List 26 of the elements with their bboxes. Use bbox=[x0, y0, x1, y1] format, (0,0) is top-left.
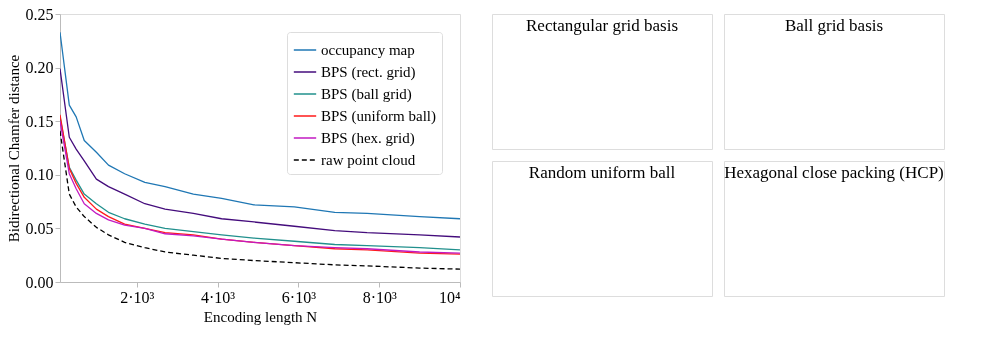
y-tick-label: 0.10 bbox=[25, 166, 54, 184]
legend-label: occupancy map bbox=[321, 42, 415, 58]
text: Random uniform ball bbox=[528, 163, 676, 182]
text: Ball grid basis bbox=[784, 16, 884, 35]
x-tick-label: 2·10³ bbox=[120, 288, 155, 306]
legend-label: raw point cloud bbox=[321, 152, 416, 168]
text: Rectangular grid basis bbox=[525, 16, 679, 35]
y-tick-label: 0.15 bbox=[25, 112, 54, 130]
y-tick-label: 0.25 bbox=[25, 5, 54, 23]
legend-label: BPS (ball grid) bbox=[321, 86, 412, 103]
x-tick-label: 4·10³ bbox=[201, 288, 236, 306]
x-tick-label: 10⁴ bbox=[438, 288, 461, 306]
x-tick-label: 8·10³ bbox=[362, 288, 397, 306]
y-axis-title: Bidirectional Chamfer distance bbox=[5, 54, 22, 243]
x-axis-title: Encoding length N bbox=[203, 308, 318, 325]
legend-label: BPS (hex. grid) bbox=[321, 130, 415, 147]
legend-label: BPS (uniform ball) bbox=[321, 108, 436, 125]
text: Hexagonal close packing (HCP) bbox=[724, 163, 944, 182]
line-series bbox=[60, 130, 460, 270]
x-tick-label: 6·10³ bbox=[281, 288, 317, 306]
legend-label: BPS (rect. grid) bbox=[321, 64, 416, 81]
y-tick-label: 0.20 bbox=[25, 59, 54, 77]
line-series bbox=[60, 31, 460, 220]
y-tick-label: 0.05 bbox=[25, 219, 54, 237]
line-series bbox=[60, 68, 460, 238]
y-tick-label: 0.00 bbox=[25, 273, 54, 291]
